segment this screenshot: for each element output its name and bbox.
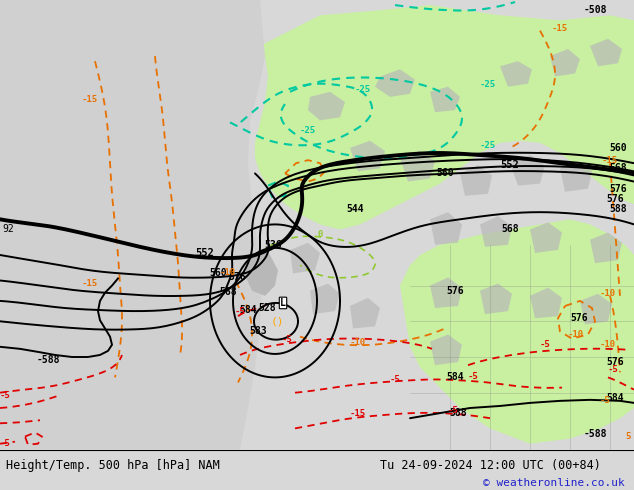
Text: 584: 584 [239, 305, 257, 315]
Text: 588: 588 [449, 408, 467, 418]
Text: -15: -15 [552, 24, 568, 33]
Text: 5: 5 [625, 432, 630, 441]
Polygon shape [310, 284, 340, 314]
Text: 576: 576 [606, 194, 624, 204]
Polygon shape [280, 46, 480, 117]
Text: -5: -5 [390, 375, 401, 385]
Text: 576: 576 [609, 184, 627, 194]
Polygon shape [530, 288, 562, 318]
Text: 576: 576 [570, 313, 588, 323]
Polygon shape [550, 49, 580, 76]
Polygon shape [430, 277, 462, 308]
Polygon shape [400, 151, 435, 182]
Polygon shape [480, 216, 512, 247]
Text: 588: 588 [609, 204, 627, 214]
Polygon shape [350, 298, 380, 328]
Text: L: L [280, 298, 286, 308]
Text: Tu 24-09-2024 12:00 UTC (00+84): Tu 24-09-2024 12:00 UTC (00+84) [380, 459, 601, 471]
Text: -588: -588 [583, 428, 607, 439]
Polygon shape [590, 39, 622, 66]
Text: 583: 583 [249, 326, 267, 337]
Text: 552: 552 [196, 248, 214, 258]
Text: 92: 92 [2, 224, 14, 235]
Text: -25: -25 [300, 125, 316, 135]
Text: -5: -5 [608, 366, 619, 374]
Polygon shape [245, 250, 278, 296]
Text: (): () [270, 317, 284, 326]
Polygon shape [430, 212, 462, 245]
Polygon shape [580, 294, 612, 324]
Text: -15: -15 [82, 279, 98, 288]
Polygon shape [590, 233, 622, 263]
Polygon shape [560, 161, 592, 192]
Text: -10: -10 [350, 338, 366, 347]
Text: 536: 536 [264, 240, 281, 250]
Text: 568: 568 [609, 163, 627, 173]
Polygon shape [255, 5, 634, 444]
Polygon shape [530, 222, 562, 253]
Text: Height/Temp. 500 hPa [hPa] NAM: Height/Temp. 500 hPa [hPa] NAM [6, 459, 220, 471]
Polygon shape [430, 87, 460, 112]
Text: -588: -588 [36, 355, 60, 365]
Text: -25: -25 [355, 85, 371, 94]
Text: -5: -5 [0, 439, 11, 448]
Text: 584: 584 [606, 393, 624, 403]
Polygon shape [430, 335, 462, 365]
Polygon shape [510, 155, 545, 186]
Text: -5: -5 [235, 307, 246, 316]
Text: 544: 544 [346, 204, 364, 214]
Text: -5: -5 [448, 406, 459, 415]
Polygon shape [500, 61, 532, 87]
Text: 0: 0 [318, 230, 323, 239]
Text: 560: 560 [209, 269, 227, 278]
Text: 576: 576 [228, 272, 246, 282]
Text: -5: -5 [0, 391, 11, 400]
Text: -10: -10 [220, 269, 236, 277]
Text: 568: 568 [501, 224, 519, 235]
Polygon shape [308, 92, 345, 121]
Polygon shape [480, 284, 512, 314]
Polygon shape [0, 0, 265, 450]
Text: -25: -25 [480, 141, 496, 150]
Text: 576: 576 [446, 286, 464, 295]
Text: -15: -15 [82, 95, 98, 104]
Polygon shape [290, 243, 320, 273]
Polygon shape [375, 70, 415, 97]
Text: -15: -15 [350, 409, 366, 418]
Text: 584: 584 [446, 372, 464, 382]
Text: 552: 552 [501, 160, 519, 170]
Text: -25: -25 [480, 80, 496, 89]
Text: -15: -15 [602, 156, 618, 165]
Text: -10: -10 [568, 330, 584, 339]
Text: © weatheronline.co.uk: © weatheronline.co.uk [482, 478, 624, 488]
Polygon shape [350, 141, 385, 172]
Text: 528: 528 [258, 303, 276, 313]
Text: -10: -10 [600, 289, 616, 298]
Text: 560: 560 [436, 169, 454, 178]
Text: 576: 576 [606, 357, 624, 367]
Text: -5: -5 [468, 372, 479, 381]
Text: -5: -5 [600, 396, 611, 405]
Text: 568: 568 [219, 287, 237, 297]
Polygon shape [460, 165, 492, 196]
Text: -10: -10 [600, 340, 616, 349]
Text: 560: 560 [609, 143, 627, 153]
Text: -5: -5 [282, 335, 293, 343]
Text: -508: -508 [583, 5, 607, 15]
Text: -5: -5 [540, 340, 551, 349]
